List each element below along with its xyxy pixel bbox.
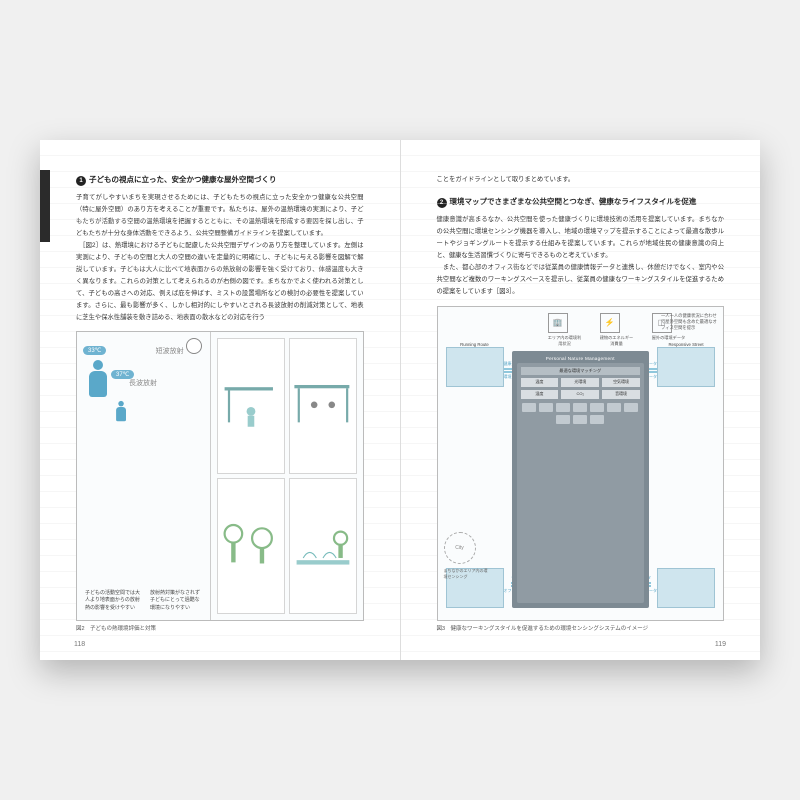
section1-title: 子どもの視点に立った、安全かつ健康な屋外空間づくり <box>89 175 277 184</box>
gcell: 空気環境 <box>602 378 640 387</box>
figure-3-caption: 図3 健康なワーキングスタイルを促進するための環境センシングシステムのイメージ <box>437 624 725 632</box>
bldg-icon: 🏢 <box>548 313 568 333</box>
measure-cell-3 <box>217 478 285 614</box>
page-number-right: 119 <box>715 641 726 648</box>
section1-heading: 1子どもの視点に立った、安全かつ健康な屋外空間づくり <box>76 174 364 186</box>
bullet-1-icon: 1 <box>76 176 86 186</box>
top-lbl-c: 屋外の環境データ <box>652 335 686 341</box>
figure-3: 🏢エリア内の環境利用状況 ⚡建物のエネルギー消費量 ◫屋外の環境データ 一人一人… <box>437 306 725 621</box>
side-annotation: 一人一人の健康状況に合わせて屋外空間も含めた最適なオフィス空間を提示 <box>661 313 717 331</box>
panel-title: Personal Nature Management <box>517 356 645 361</box>
ext-photo-br <box>657 568 715 608</box>
gcell: 温度 <box>521 378 559 387</box>
center-panel: Personal Nature Management 最適な環境マッチング 温度… <box>512 351 650 608</box>
energy-icon: ⚡ <box>600 313 620 333</box>
adult-icon <box>87 360 109 402</box>
gcell: 湿度 <box>521 390 559 399</box>
figure-2-caption: 図2 子どもの熱環境評価と対策 <box>76 624 364 632</box>
left-body-text: 子育てがしやすいまちを実現させるためには、子どもたちの視点に立った安全かつ健康な… <box>76 192 364 323</box>
ext-photo-tl: Running Route <box>446 347 504 387</box>
fig-note-a: 子どもの活動空間では大人より地表面からの放射熱の影響を受けやすい <box>85 590 144 613</box>
fig-note-b: 放射熱対策がなされず子どもにとって過酷な環境になりやすい <box>150 590 202 613</box>
runner-row <box>521 403 641 424</box>
ext-tr-title: Responsive Street <box>658 342 714 348</box>
measure-cell-4 <box>289 478 357 614</box>
right-lead-text: ことをガイドラインとして取りまとめています。 <box>437 174 725 186</box>
child-icon <box>115 401 127 424</box>
inner-title: 最適な環境マッチング <box>521 367 641 375</box>
ext-tl-title: Running Route <box>447 342 503 348</box>
gcell: CO₂ <box>561 390 599 399</box>
measure-cell-1 <box>217 338 285 474</box>
section2-title: 環境マップでさまざまな公共空間とつなぎ、健康なライフスタイルを促進 <box>450 197 697 206</box>
ext-photo-tr: Responsive Street <box>657 347 715 387</box>
city-note: まちなかのエリア内の環境センシング <box>444 568 488 580</box>
radiation-label-1: 短波放射 <box>156 346 184 356</box>
sun-icon <box>186 338 202 354</box>
measure-cell-2 <box>289 338 357 474</box>
bullet-2-icon: 2 <box>437 198 447 208</box>
top-lbl-a: エリア内の環境利用状況 <box>548 335 582 347</box>
figure-2: 短波放射 長波放射 33℃ 37℃ 子どもの活動空間では大 <box>76 331 364 621</box>
temp-badge-child: 37℃ <box>111 370 134 379</box>
section2-heading: 2環境マップでさまざまな公共空間とつなぎ、健康なライフスタイルを促進 <box>437 196 725 208</box>
page-number-left: 118 <box>74 641 85 648</box>
top-lbl-b: 建物のエネルギー消費量 <box>600 335 634 347</box>
gcell: 光環境 <box>561 378 599 387</box>
side-tab <box>40 170 50 242</box>
right-body-text: 健康意識が高まるなか、公共空間を使った健康づくりに環境技術の活用を提案しています… <box>437 214 725 298</box>
temp-badge-adult: 33℃ <box>83 346 106 355</box>
gcell: 音環境 <box>602 390 640 399</box>
city-circle-icon: City <box>444 532 476 564</box>
